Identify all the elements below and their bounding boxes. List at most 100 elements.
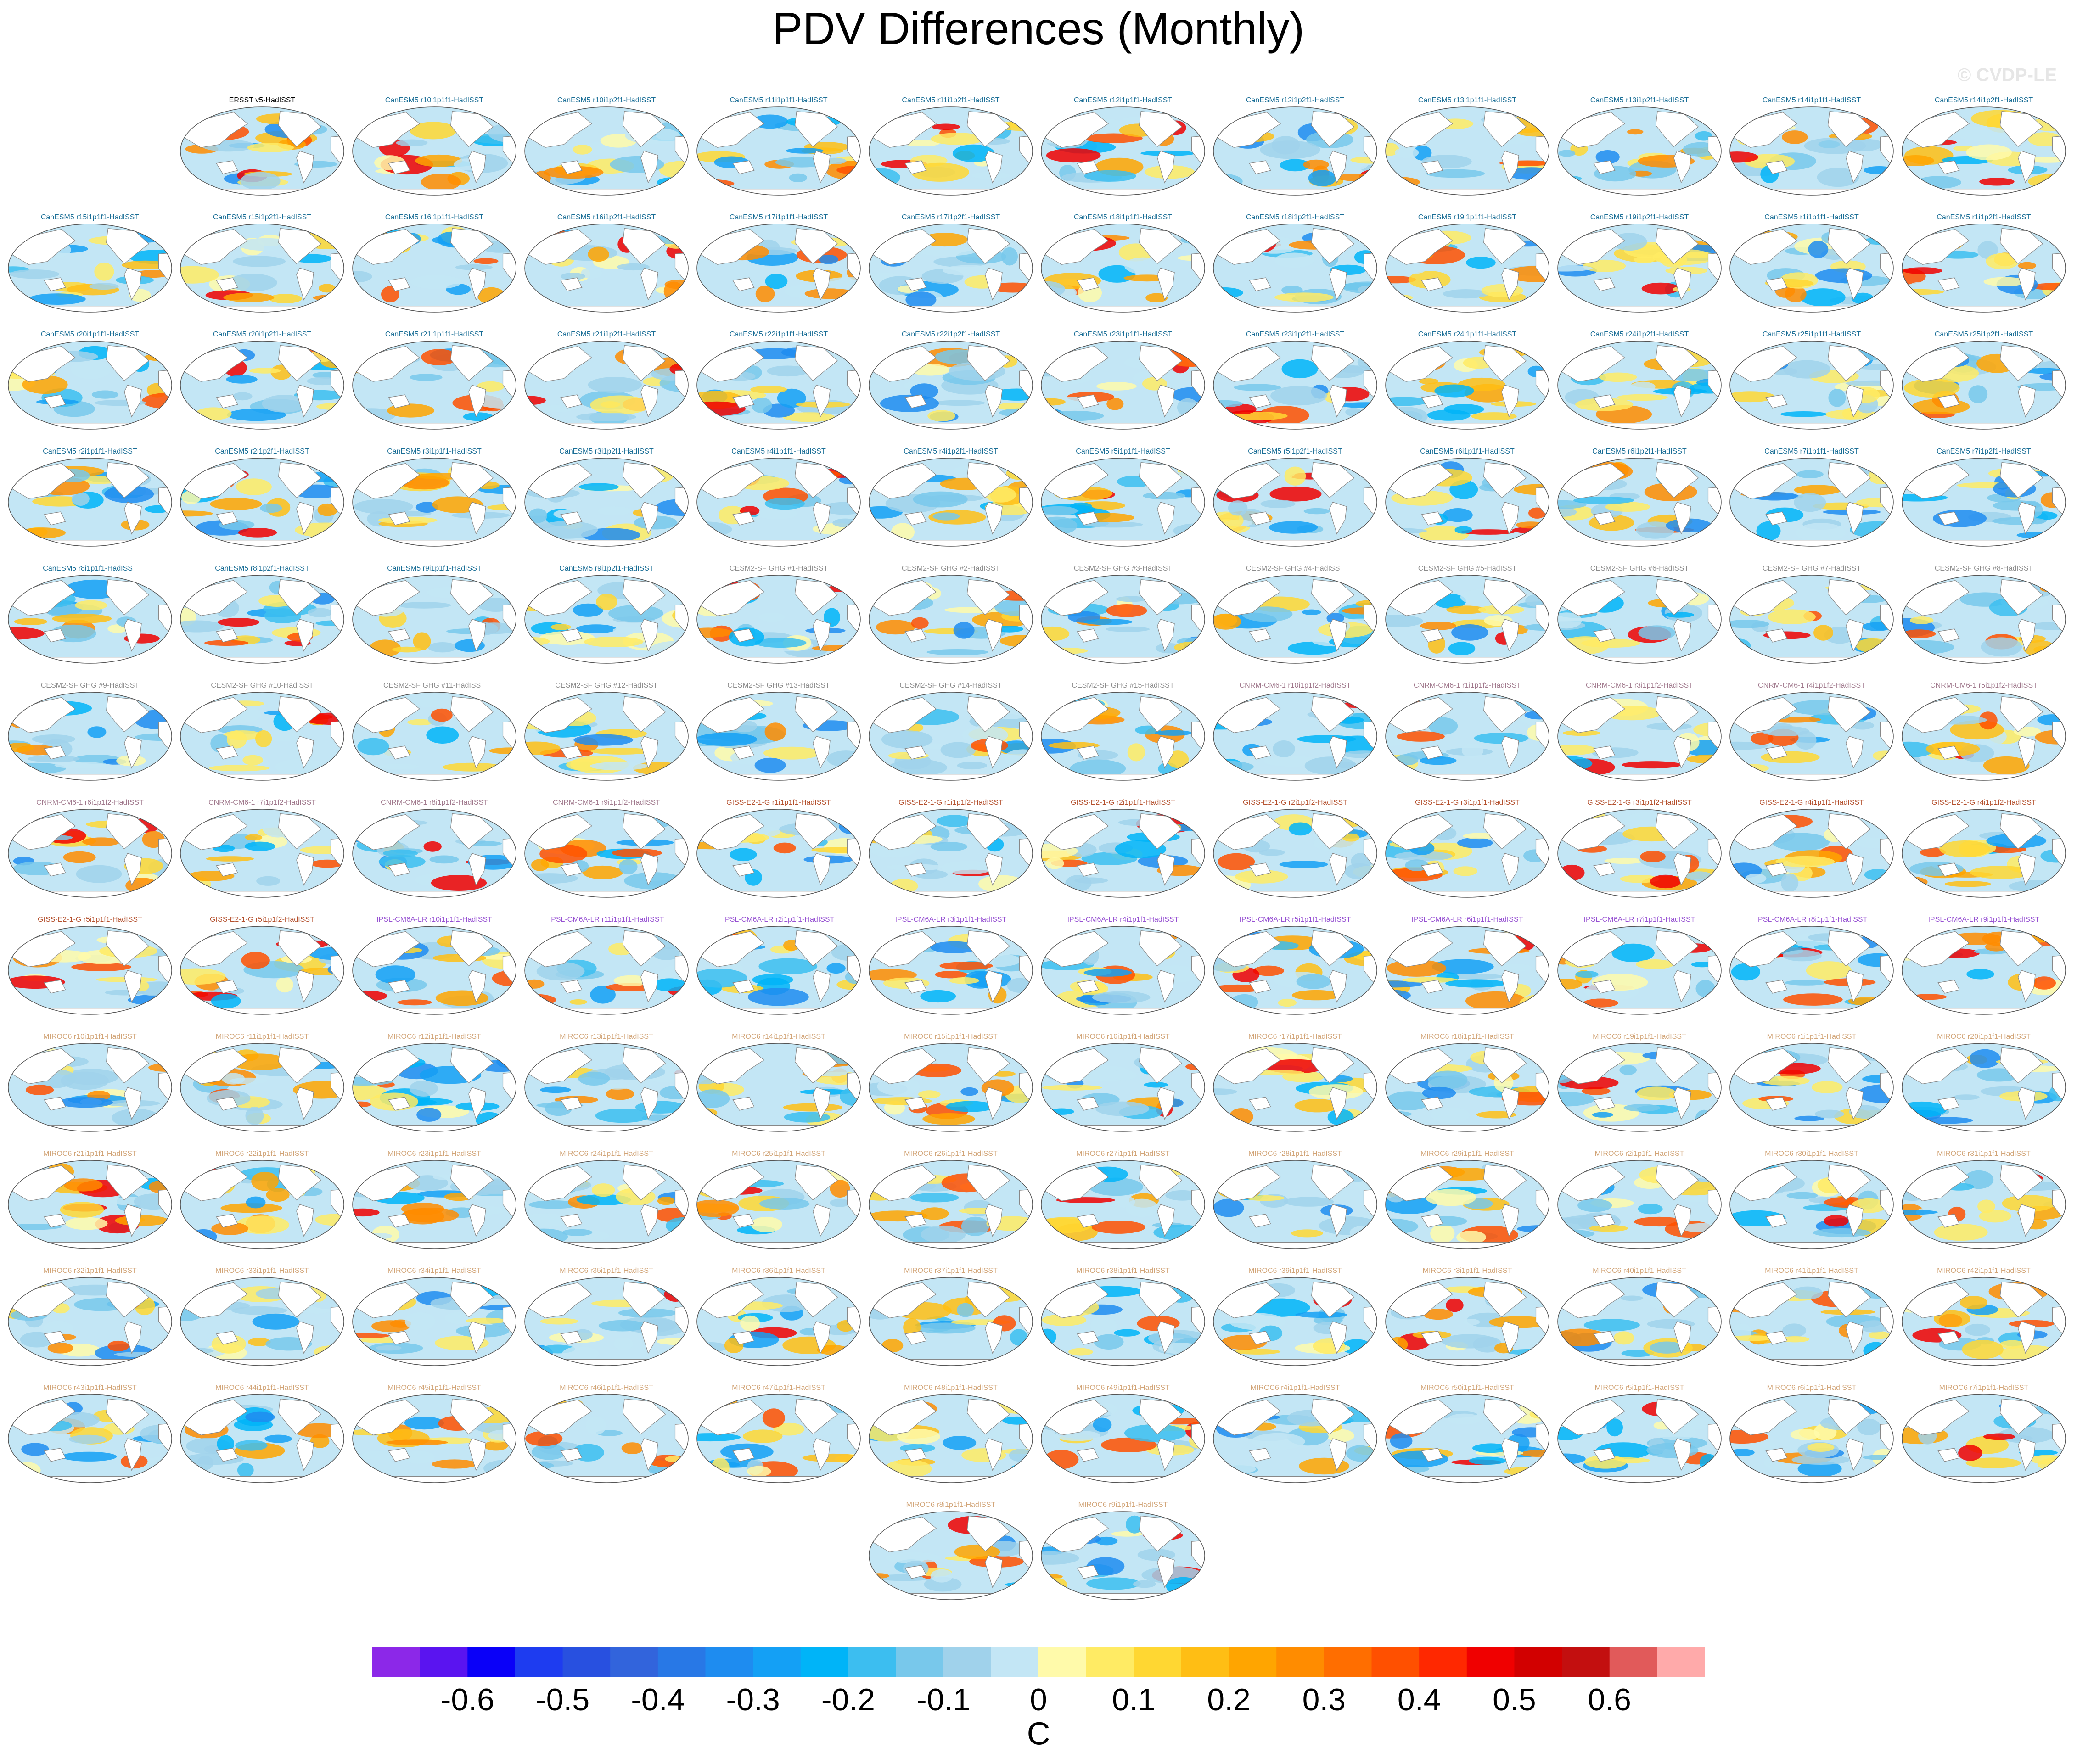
- sst-anomaly: [1595, 150, 1620, 164]
- colorbar-box: [562, 1647, 611, 1677]
- sst-anomaly: [1281, 286, 1303, 295]
- panel-label: CanESM5 r15i1p2f1-HadISST: [213, 213, 312, 221]
- panel-label: MIROC6 r3i1p1f1-HadISST: [1423, 1267, 1512, 1275]
- land: [1249, 862, 1271, 877]
- map-panel: [1041, 1160, 1205, 1249]
- sst-anomaly: [1977, 241, 1998, 259]
- sst-anomaly: [1303, 159, 1329, 170]
- sst-anomaly: [217, 1435, 235, 1453]
- colorbar-box: [1086, 1647, 1134, 1677]
- land: [1827, 579, 1871, 616]
- land: [873, 346, 937, 382]
- map-outline: [352, 575, 516, 664]
- land: [640, 151, 658, 184]
- land: [525, 306, 688, 312]
- panel-label: CNRM-CM6-1 r3i1p1f2-HadISST: [1586, 682, 1693, 689]
- map-panel: [1730, 1394, 1893, 1483]
- map-panel: [697, 809, 860, 897]
- panel-label: CanESM5 r18i1p1f1-HadISST: [1074, 213, 1173, 221]
- land: [1673, 1321, 1691, 1354]
- panel-label: CNRM-CM6-1 r6i1p1f2-HadISST: [36, 799, 144, 806]
- sst-anomaly: [1106, 398, 1124, 410]
- sst-anomaly: [1986, 253, 2019, 269]
- sst-anomaly: [531, 859, 549, 871]
- sst-anomaly: [1041, 1058, 1055, 1066]
- map-outline: [1729, 106, 1894, 196]
- sst-anomaly: [1041, 516, 1078, 535]
- land: [124, 385, 142, 418]
- map-outline: [1041, 106, 1205, 196]
- land: [1501, 1087, 1519, 1120]
- land: [1157, 853, 1175, 886]
- map-outline: [1385, 1394, 1549, 1483]
- land: [1734, 229, 1798, 265]
- sst-anomaly: [256, 876, 280, 886]
- land: [1558, 423, 1721, 429]
- sst-anomaly: [1583, 1319, 1640, 1332]
- land: [1655, 1281, 1699, 1318]
- sst-anomaly: [881, 730, 933, 749]
- land: [813, 853, 831, 886]
- land: [1906, 463, 1970, 499]
- land: [1249, 1331, 1271, 1345]
- map-outline: [352, 458, 516, 547]
- land: [1249, 277, 1271, 291]
- land: [1593, 511, 1616, 526]
- land: [1311, 696, 1355, 733]
- map-outline: [524, 1394, 689, 1483]
- land: [1329, 502, 1347, 535]
- sst-anomaly: [1461, 743, 1484, 758]
- map-panel: [1041, 926, 1205, 1014]
- land: [184, 229, 248, 265]
- land: [296, 1438, 314, 1471]
- sst-anomaly: [650, 641, 688, 658]
- land: [1139, 462, 1183, 498]
- sst-anomaly: [1180, 236, 1204, 244]
- sst-anomaly: [960, 1087, 979, 1096]
- sst-anomaly: [1174, 641, 1205, 654]
- sst-anomaly: [747, 1466, 771, 1477]
- map-panel: [1558, 107, 1721, 195]
- land: [124, 1204, 142, 1237]
- land: [450, 111, 494, 147]
- sst-anomaly: [1813, 1228, 1871, 1238]
- map-panel: [869, 692, 1033, 780]
- land: [697, 1125, 860, 1131]
- map-outline: [352, 106, 516, 196]
- map-panel: [1213, 107, 1377, 195]
- land: [468, 619, 486, 652]
- sst-anomaly: [573, 734, 634, 746]
- panel-label: MIROC6 r46i1p1f1-HadISST: [560, 1384, 653, 1392]
- sst-anomaly: [1594, 959, 1634, 972]
- land: [450, 579, 494, 616]
- map-panel: [697, 341, 860, 429]
- land: [124, 619, 142, 652]
- land: [1139, 345, 1183, 381]
- sst-anomaly: [994, 599, 1033, 616]
- sst-anomaly: [1902, 1210, 1938, 1215]
- panel-label: CESM2-SF GHG #3-HadISST: [1074, 565, 1173, 572]
- land: [1249, 1448, 1271, 1462]
- sst-anomaly: [329, 879, 344, 892]
- sst-anomaly: [1677, 252, 1718, 258]
- land: [12, 229, 76, 265]
- land: [640, 1087, 658, 1120]
- panel-label: MIROC6 r44i1p1f1-HadISST: [215, 1384, 309, 1392]
- sst-anomaly: [1528, 507, 1546, 519]
- land: [966, 1515, 1010, 1552]
- land: [1483, 462, 1527, 498]
- map-panel: [8, 926, 172, 1014]
- land: [106, 1281, 150, 1318]
- land: [353, 423, 516, 429]
- land: [697, 657, 860, 663]
- sst-anomaly: [1558, 1453, 1586, 1464]
- panel-label: CanESM5 r10i1p1f1-HadISST: [385, 96, 484, 104]
- sst-anomaly: [931, 123, 960, 130]
- map-panel: [1558, 575, 1721, 663]
- land: [1217, 1165, 1281, 1201]
- land: [1045, 346, 1109, 382]
- panel-label: MIROC6 r7i1p1f1-HadISST: [1939, 1384, 2029, 1392]
- sst-anomaly: [64, 1069, 119, 1085]
- sst-anomaly: [1934, 1223, 1988, 1241]
- land: [1213, 540, 1377, 546]
